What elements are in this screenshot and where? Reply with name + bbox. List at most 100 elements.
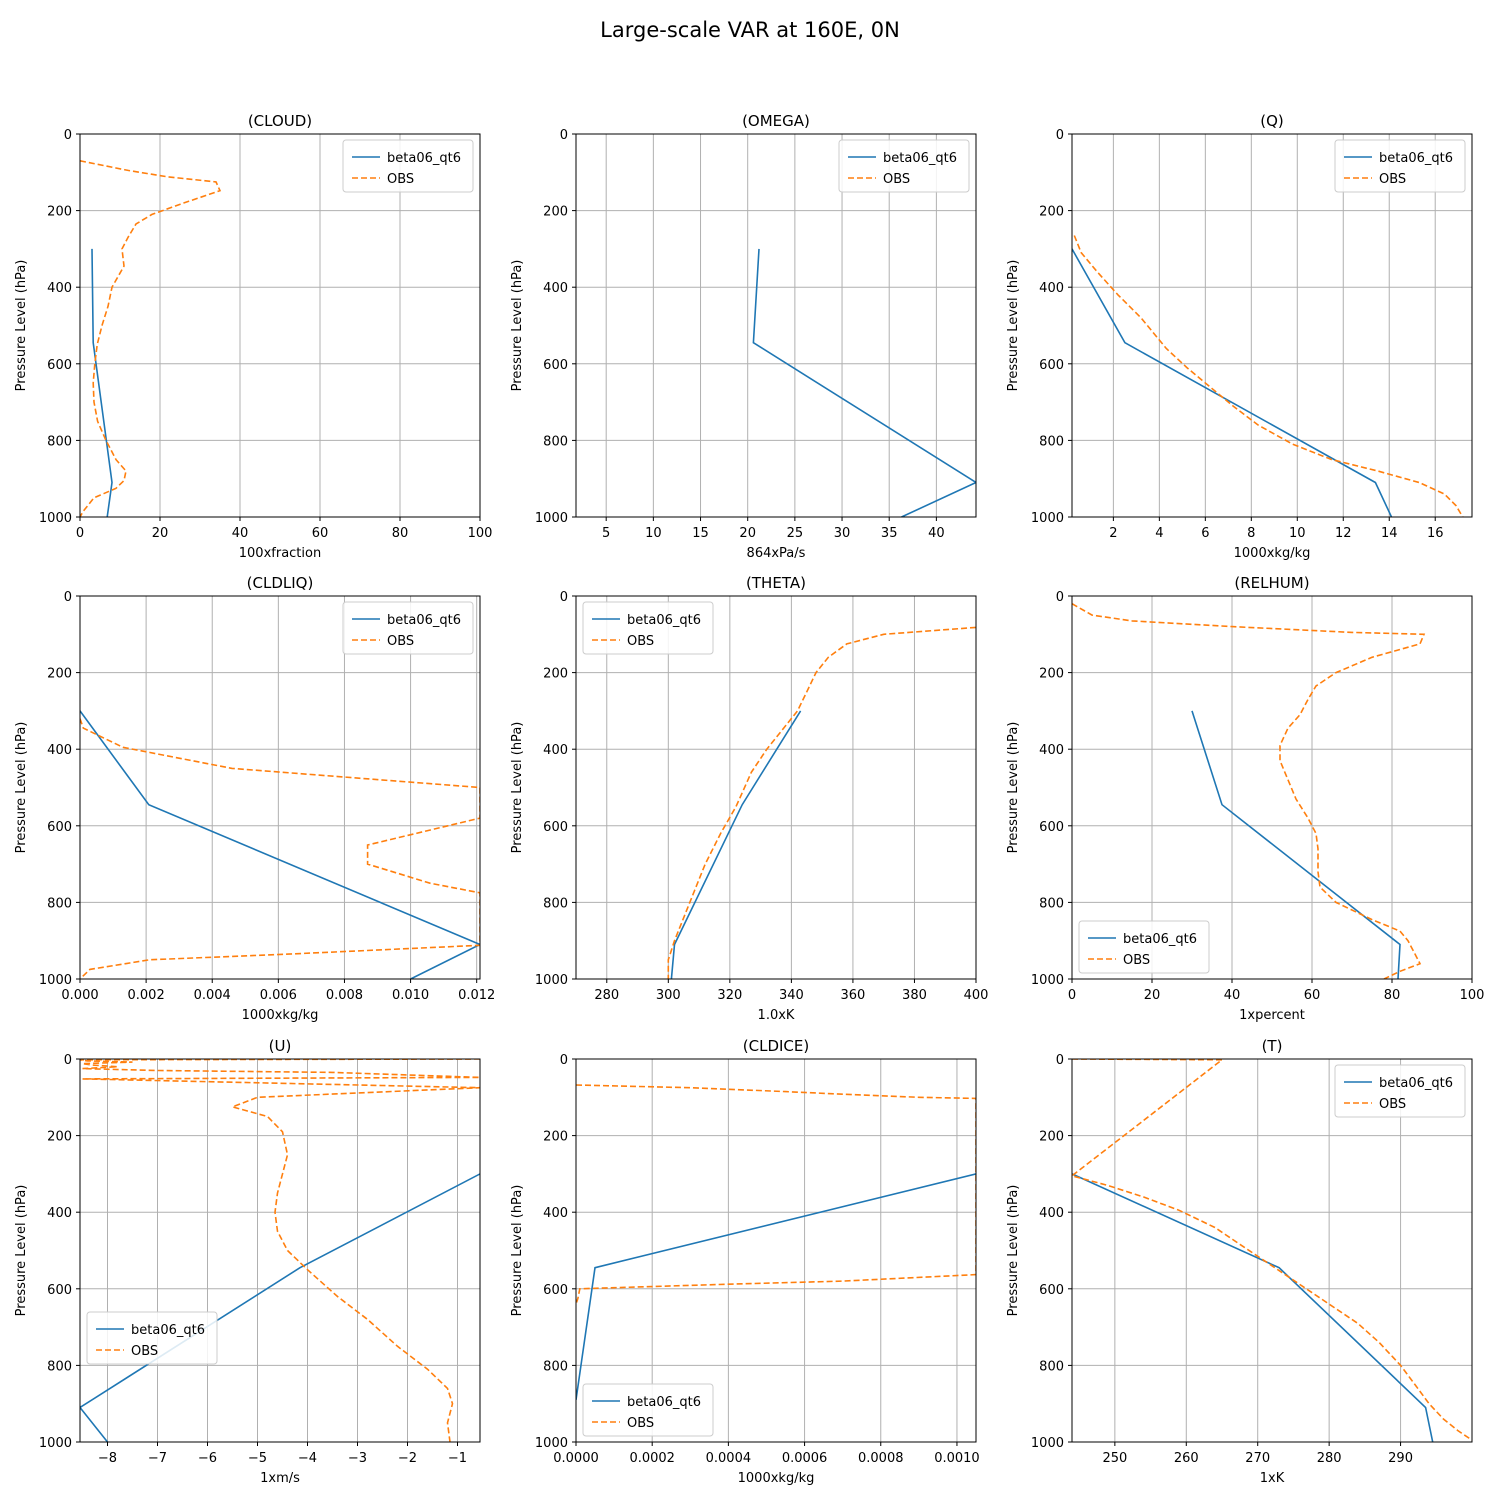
x-tick-label: 0.012	[458, 988, 495, 1003]
x-tick-label: 60	[1304, 988, 1321, 1003]
panel-title: (U)	[269, 1037, 292, 1055]
x-tick-label: 40	[928, 526, 945, 541]
x-tick-label: 280	[594, 988, 619, 1003]
series-line-beta06-qt6	[91, 248, 113, 517]
x-tick-label: 6	[1201, 526, 1209, 541]
y-tick-label: 1000	[535, 973, 568, 988]
y-axis-label: Pressure Level (hPa)	[14, 1185, 29, 1317]
series-group	[80, 160, 222, 517]
x-tick-label: 30	[834, 526, 851, 541]
legend-label-obs: OBS	[627, 1416, 654, 1431]
x-tick-label: 20	[1144, 988, 1161, 1003]
x-tick-label: 0.004	[194, 988, 231, 1003]
series-group	[1072, 1059, 1472, 1442]
y-tick-label: 600	[47, 358, 72, 373]
figure-suptitle: Large-scale VAR at 160E, 0N	[600, 18, 900, 42]
y-tick-label: 400	[47, 1206, 72, 1221]
x-tick-label: 12	[1335, 526, 1352, 541]
x-tick-label: 60	[312, 526, 329, 541]
x-axis-label: 1.0xK	[758, 1008, 795, 1023]
y-tick-label: 200	[543, 1130, 568, 1145]
y-tick-label: 1000	[1031, 511, 1064, 526]
x-tick-label: −7	[148, 1451, 167, 1466]
panel-title: (CLDICE)	[743, 1037, 809, 1055]
legend-label-obs: OBS	[883, 172, 910, 187]
legend-label-obs: OBS	[1123, 953, 1150, 968]
series-line-beta06-qt6	[670, 710, 802, 979]
x-axis-label: 1000xkg/kg	[1234, 546, 1311, 561]
y-tick-label: 800	[543, 896, 568, 911]
x-tick-label: 0.002	[128, 988, 165, 1003]
y-tick-label: 1000	[1031, 973, 1064, 988]
y-tick-label: 1000	[535, 511, 568, 526]
series-line-obs	[1072, 603, 1426, 979]
x-tick-label: 400	[964, 988, 989, 1003]
y-tick-label: 400	[543, 743, 568, 758]
legend-label-obs: OBS	[1379, 172, 1406, 187]
y-tick-label: 0	[560, 1053, 568, 1068]
y-tick-label: 200	[1039, 1130, 1064, 1145]
y-tick-label: 800	[47, 896, 72, 911]
y-axis-label: Pressure Level (hPa)	[510, 722, 525, 854]
y-tick-label: 400	[47, 281, 72, 296]
legend-box	[1334, 139, 1466, 193]
x-tick-label: 290	[1388, 1451, 1413, 1466]
y-tick-label: 400	[1039, 1206, 1064, 1221]
panel-title: (OMEGA)	[742, 112, 810, 130]
y-axis-label: Pressure Level (hPa)	[1006, 260, 1021, 392]
legend: beta06_qt6 OBS	[1334, 139, 1466, 193]
x-tick-label: −1	[448, 1451, 467, 1466]
grid-lines	[1072, 1058, 1472, 1443]
x-tick-label: 0.008	[326, 988, 363, 1003]
legend-label-beta06-qt6: beta06_qt6	[883, 151, 957, 166]
y-tick-label: 800	[1039, 434, 1064, 449]
x-axis-label: 1xK	[1260, 1471, 1285, 1486]
y-tick-label: 400	[1039, 281, 1064, 296]
legend-box	[342, 139, 474, 193]
x-tick-label: 25	[787, 526, 804, 541]
x-tick-label: 8	[1247, 526, 1255, 541]
x-tick-label: 360	[841, 988, 866, 1003]
y-tick-label: 600	[47, 1283, 72, 1298]
x-tick-label: 100	[468, 526, 493, 541]
x-tick-label: 250	[1102, 1451, 1127, 1466]
panel-relhum: 0 20 40 60 80 10002004006008001000(RELHUM)1xp…	[1006, 574, 1484, 1023]
y-tick-label: 600	[543, 820, 568, 835]
y-tick-label: 600	[1039, 1283, 1064, 1298]
x-tick-label: 320	[717, 988, 742, 1003]
x-tick-label: −5	[248, 1451, 267, 1466]
legend: beta06_qt6 OBS	[342, 601, 474, 655]
legend-label-beta06-qt6: beta06_qt6	[1379, 151, 1453, 166]
y-tick-label: 400	[47, 743, 72, 758]
x-tick-label: 380	[902, 988, 927, 1003]
series-line-obs	[80, 160, 222, 517]
legend: beta06_qt6 OBS	[342, 139, 474, 193]
y-tick-label: 400	[543, 1206, 568, 1221]
x-tick-label: 300	[656, 988, 681, 1003]
legend-label-beta06-qt6: beta06_qt6	[627, 1395, 701, 1410]
y-tick-label: 600	[47, 820, 72, 835]
x-tick-label: 80	[1384, 988, 1401, 1003]
x-tick-label: 10	[645, 526, 662, 541]
panel-title: (T)	[1262, 1037, 1283, 1055]
subplot-grid: 0 20 40 60 80 10002004006008001000(CLOUD)100x…	[14, 112, 1484, 1486]
panel-title: (RELHUM)	[1234, 574, 1309, 592]
series-line-beta06-qt6	[752, 248, 976, 517]
legend: beta06_qt6 OBS	[838, 139, 970, 193]
legend-box	[86, 1311, 218, 1365]
plot-frame	[1071, 595, 1473, 980]
y-axis-label: Pressure Level (hPa)	[510, 1185, 525, 1317]
x-tick-label: 0.0000	[553, 1451, 599, 1466]
y-tick-label: 200	[47, 667, 72, 682]
series-line-beta06-qt6	[80, 710, 480, 979]
x-tick-label: −2	[398, 1451, 417, 1466]
legend-label-beta06-qt6: beta06_qt6	[1379, 1076, 1453, 1091]
plot-frame	[79, 133, 481, 518]
series-line-beta06-qt6	[1191, 710, 1401, 979]
legend: beta06_qt6 OBS	[582, 601, 714, 655]
plot-frame	[79, 595, 481, 980]
legend-box	[342, 601, 474, 655]
y-tick-label: 600	[1039, 820, 1064, 835]
x-tick-label: 4	[1155, 526, 1163, 541]
panel-title: (CLDLIQ)	[247, 574, 314, 592]
